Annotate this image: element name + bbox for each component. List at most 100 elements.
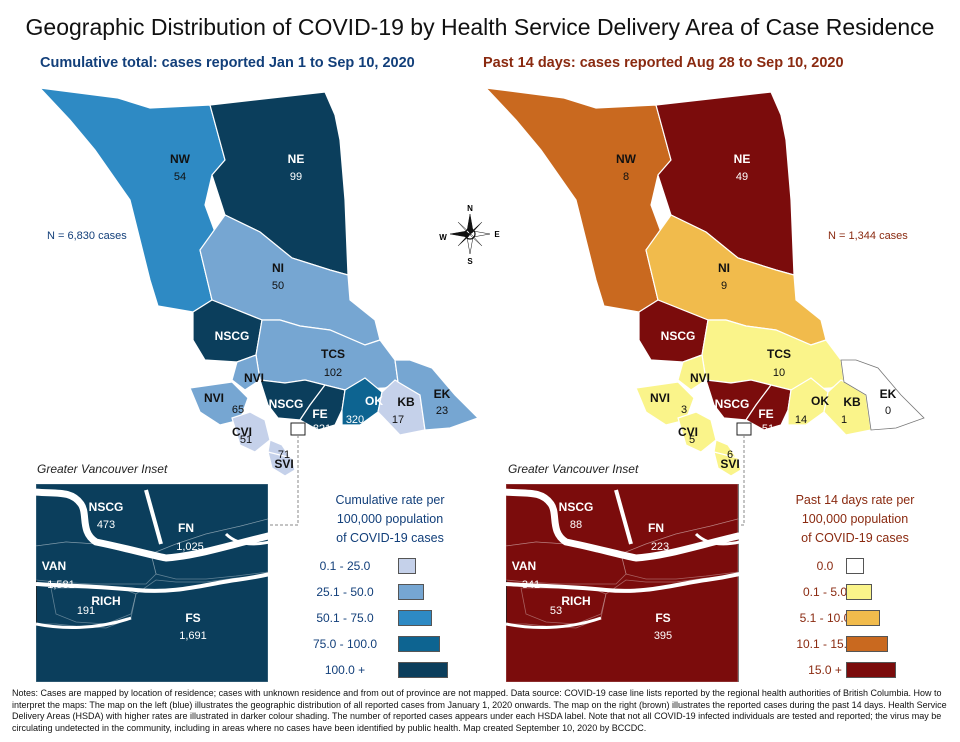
right-region-label-kb-10: KB: [843, 395, 861, 409]
right-legend-label-2: 5.1 - 10.0: [799, 611, 851, 625]
right-legend-label-4: 15.0 +: [808, 663, 842, 677]
right-legend-label-1: 0.1 - 5.0: [802, 585, 848, 599]
right-region-value-11: 0: [885, 405, 891, 417]
left-inset-value-fs: 1,691: [179, 630, 207, 642]
left-inset-label-rich: RICH: [91, 594, 120, 608]
left-region-label-ni-2: NI: [272, 261, 284, 275]
right-region-value-6: 3: [681, 404, 687, 416]
left-inset-label-fs: FS: [185, 611, 200, 625]
left-region-value-8: 821: [313, 423, 331, 435]
left-total-count: N = 6,830 cases: [47, 230, 127, 242]
left-region-value-11: 23: [436, 405, 448, 417]
right-region-label-ek-11: EK: [880, 387, 897, 401]
right-region-value-9: 14: [795, 414, 807, 426]
right-inset-value-nscg: 88: [570, 519, 582, 531]
left-legend-label-3: 75.0 - 100.0: [312, 637, 378, 651]
right-region-ek-11: [840, 359, 925, 431]
right-inset-indian-arm: [614, 489, 633, 545]
left-region-nvi-5: [231, 354, 261, 391]
left-inset-pitt-river: [224, 532, 268, 546]
left-inset-region-2: [36, 541, 157, 585]
right-region-label-fe-8: FE: [758, 407, 773, 421]
left-region-label-ok-9: OK: [365, 394, 383, 408]
right-region-label-ok-9: OK: [811, 394, 829, 408]
right-inset-fraser-river: [506, 572, 740, 593]
right-inset-label-rich: RICH: [561, 594, 590, 608]
right-legend-swatch-0: [846, 558, 864, 574]
right-region-value-4: 10: [773, 367, 785, 379]
compass-rose-icon: N S E W: [439, 204, 500, 266]
right-inset-label-fn: FN: [648, 521, 664, 535]
inset-leader-lines: [268, 422, 752, 526]
left-inset-title: Greater Vancouver Inset: [37, 462, 168, 476]
left-region-value-13: 71: [278, 449, 290, 461]
right-inset-burrard-inlet: [506, 488, 740, 562]
left-region-label-ne-1: NE: [288, 152, 305, 166]
right-inset-pitt-river: [694, 532, 740, 546]
left-region-value-6: 65: [232, 404, 244, 416]
compass-s: S: [467, 257, 473, 266]
left-inset-value-van: 1,581: [47, 579, 75, 591]
right-legend-swatch-2: [846, 610, 880, 626]
left-region-label-nw-0: NW: [170, 152, 191, 166]
right-region-svi-14: [713, 451, 742, 477]
left-region-label-svi-14: SVI: [274, 457, 293, 471]
compass-w: W: [439, 233, 447, 242]
right-region-value-1: 49: [736, 171, 748, 183]
left-region-ok-9: [341, 377, 383, 426]
right-inset-value-rich: 53: [550, 605, 562, 617]
right-inset-region-2: [506, 541, 627, 585]
left-legend-label-4: 100.0 +: [324, 663, 366, 677]
left-legend-swatch-2: [398, 610, 432, 626]
right-legend-swatch-1: [846, 584, 872, 600]
left-legend-swatch-3: [398, 636, 440, 652]
left-legend-title-line3: of COVID-19 cases: [336, 531, 444, 545]
right-inset-label-nscg: NSCG: [559, 500, 594, 514]
right-region-value-0: 8: [623, 171, 629, 183]
right-legend-title-line1: Past 14 days rate per: [795, 493, 915, 507]
left-inset-south-arm: [36, 616, 132, 630]
left-legend-label-1: 25.1 - 50.0: [316, 585, 374, 599]
left-inset-indian-arm: [144, 489, 163, 545]
notes-text: Notes: Cases are mapped by location of r…: [12, 688, 947, 733]
right-region-label-ne-1: NE: [734, 152, 751, 166]
right-legend-title-line3: of COVID-19 cases: [801, 531, 909, 545]
left-legend-title-line1: Cumulative rate per: [335, 493, 445, 507]
left-inset-label-nscg: NSCG: [89, 500, 124, 514]
left-region-label-fe-8: FE: [312, 407, 327, 421]
right-map-subtitle: Past 14 days: cases reported Aug 28 to S…: [483, 55, 844, 71]
right-region-label-svi-14: SVI: [720, 457, 739, 471]
right-region-value-8: 51: [762, 423, 774, 435]
compass-e: E: [494, 230, 500, 239]
left-region-label-ek-11: EK: [434, 387, 451, 401]
left-legend-title: Cumulative rate per 100,000 population o…: [320, 491, 460, 548]
left-region-value-12: 51: [240, 434, 252, 446]
right-inset-label-van: VAN: [512, 559, 536, 573]
left-legend-label-2: 50.1 - 75.0: [316, 611, 374, 625]
right-region-value-12: 5: [689, 434, 695, 446]
right-inset-region-4: [506, 575, 739, 682]
left-region-svi-14: [267, 451, 296, 477]
right-region-label-nw-0: NW: [616, 152, 637, 166]
right-region-label-ni-2: NI: [718, 261, 730, 275]
left-region-value-10: 17: [392, 414, 404, 426]
left-region-value-4: 102: [324, 367, 342, 379]
page-title: Geographic Distribution of COVID-19 by H…: [25, 14, 935, 40]
left-inset-fraser-river: [36, 572, 268, 593]
right-inset-value-van: 341: [522, 579, 540, 591]
right-region-label-nvi-6: NVI: [650, 391, 670, 405]
right-inset-value-fs: 395: [654, 630, 672, 642]
left-inset-burrard-inlet: [36, 488, 268, 562]
left-region-label-tcs-4: TCS: [321, 347, 345, 361]
right-inset-value-fn: 223: [651, 541, 669, 553]
right-region-label-nvi-5: NVI: [690, 371, 710, 385]
right-region-label-nscg-3: NSCG: [661, 329, 696, 343]
right-legend-swatch-4: [846, 662, 896, 678]
left-region-value-9: 320: [346, 414, 364, 426]
left-region-value-2: 50: [272, 280, 284, 292]
left-region-label-cvi-12: CVI: [232, 425, 252, 439]
